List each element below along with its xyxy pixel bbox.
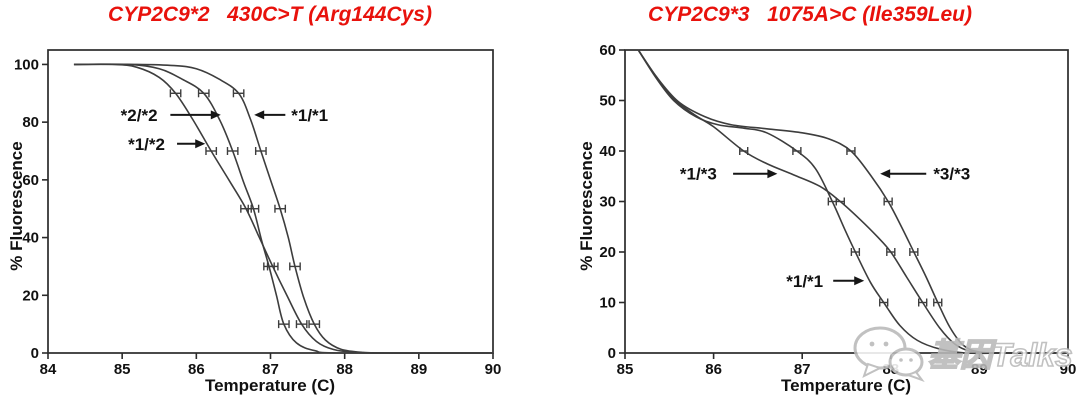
- x-tick-label: 89: [971, 361, 988, 378]
- y-tick-label: 0: [31, 345, 39, 362]
- annotation-arrowhead: [254, 110, 265, 120]
- y-tick-label: 40: [599, 143, 616, 160]
- x-tick-label: 88: [336, 361, 353, 378]
- annotation-s1-s1: *1/*1: [254, 106, 328, 125]
- annotation-arrowhead: [767, 169, 778, 179]
- chat-bubbles-icon: [853, 326, 925, 383]
- x-tick-label: 89: [410, 361, 427, 378]
- annotation-arrowhead: [854, 276, 865, 286]
- y-tick-label: 50: [599, 93, 616, 110]
- annotation-label: *1/*2: [128, 135, 165, 154]
- error-bar: [827, 197, 838, 206]
- annotation-s1-s2: *1/*2: [128, 135, 206, 154]
- error-bar: [197, 89, 210, 98]
- curve-s1-s1: [637, 49, 1068, 355]
- chart-title-left: CYP2C9*2 430C>T (Arg144Cys): [108, 3, 432, 26]
- annotation-s2-s2: *2/*2: [121, 106, 221, 125]
- annotation-s1-s3: *1/*3: [680, 165, 778, 184]
- error-bar: [792, 147, 802, 155]
- annotation-label: *3/*3: [933, 165, 970, 184]
- error-bar: [933, 298, 943, 307]
- x-axis-label-right: Temperature (C): [780, 376, 912, 395]
- annotation-arrowhead: [195, 139, 206, 149]
- y-tick-label: 20: [22, 287, 39, 304]
- error-bar: [883, 197, 893, 206]
- annotation-label: *1/*3: [680, 165, 717, 184]
- curve-s1-s2: [73, 63, 494, 354]
- annotation-s3-s3: *3/*3: [880, 165, 970, 184]
- error-bar: [263, 262, 275, 271]
- annotation-label: *2/*2: [121, 106, 158, 125]
- plot-frame: [47, 49, 494, 354]
- figure-cyp2c9-star3: CYP2C9*3 1075A>C (Ile359Leu) % Fluoresce…: [540, 0, 1080, 401]
- error-bar: [295, 320, 308, 329]
- error-bar: [886, 248, 896, 256]
- curve-s1-s3: [637, 49, 1069, 354]
- x-tick-label: 85: [617, 361, 634, 378]
- error-bar: [277, 320, 290, 329]
- x-tick-label: 90: [1060, 361, 1077, 378]
- y-tick-label: 30: [599, 194, 616, 211]
- plot-frame: [624, 49, 1069, 354]
- x-tick-label: 87: [794, 361, 811, 378]
- x-tick-label: 85: [114, 361, 131, 378]
- y-tick-label: 60: [599, 42, 616, 59]
- y-tick-label: 40: [22, 230, 39, 247]
- curve-s2-s2: [73, 63, 494, 354]
- x-tick-label: 86: [705, 361, 722, 378]
- error-bar: [879, 298, 889, 307]
- x-tick-label: 84: [40, 361, 57, 378]
- y-tick-label: 0: [608, 345, 616, 362]
- error-bar: [254, 147, 267, 155]
- error-bar: [918, 298, 928, 307]
- error-bar: [205, 147, 218, 155]
- error-bar: [274, 204, 287, 213]
- y-tick-label: 80: [22, 114, 39, 131]
- error-bar: [232, 89, 245, 98]
- error-bar: [308, 320, 321, 329]
- watermark-text: 基因Talks: [928, 337, 1073, 373]
- annotation-s1-s1: *1/*1: [786, 272, 865, 291]
- y-tick-label: 10: [599, 295, 616, 312]
- chart-title-right: CYP2C9*3 1075A>C (Ile359Leu): [648, 3, 972, 26]
- curve-s1-s1: [73, 63, 494, 354]
- annotation-arrowhead: [210, 110, 221, 120]
- x-tick-label: 90: [485, 361, 502, 378]
- curve-s3-s3: [637, 49, 1069, 354]
- y-tick-label: 60: [22, 172, 39, 189]
- annotation-arrowhead: [880, 169, 891, 179]
- x-tick-label: 87: [262, 361, 279, 378]
- error-bar: [169, 89, 182, 98]
- annotation-label: *1/*1: [291, 106, 328, 125]
- error-bar: [850, 248, 861, 256]
- plot-area-left: 84 85 86 87 88 89 90 0 20 40 60 80 100 *2/*2 *1/*2 *1/*…: [14, 49, 502, 378]
- error-bar: [247, 204, 260, 213]
- error-bar: [909, 248, 919, 256]
- y-tick-label: 100: [14, 56, 39, 73]
- watermark: 基因Talks: [853, 326, 1073, 383]
- error-bar: [846, 147, 856, 155]
- x-axis-label-left: Temperature (C): [204, 376, 336, 395]
- x-tick-label: 86: [188, 361, 205, 378]
- error-bar: [289, 262, 301, 271]
- figure-cyp2c9-star2: CYP2C9*2 430C>T (Arg144Cys) % Fluorescen…: [7, 3, 502, 395]
- error-bar: [226, 147, 239, 155]
- annotation-label: *1/*1: [786, 272, 823, 291]
- y-tick-label: 20: [599, 244, 616, 261]
- error-bar: [739, 147, 749, 155]
